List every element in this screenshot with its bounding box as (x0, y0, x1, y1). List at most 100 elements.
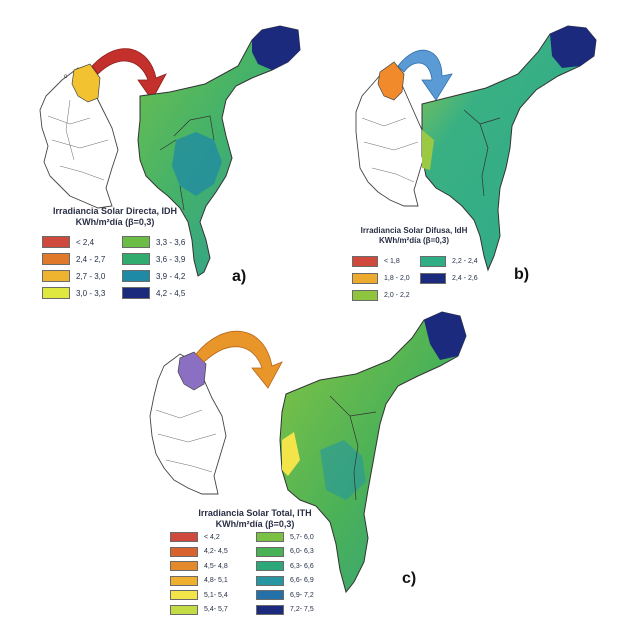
legend-label: 4,8- 5,1 (204, 577, 228, 584)
legend-c-units: KWh/m²día (β=0,3) (215, 519, 295, 529)
legend-a-item: 4,2 - 4,5 (122, 287, 185, 299)
legend-swatch (122, 270, 150, 282)
legend-swatch (352, 273, 378, 284)
legend-a: < 2,4 2,4 - 2,7 2,7 - 3,0 3,0 - 3,3 3,3 - 3,… (42, 236, 202, 306)
arrow-b (397, 49, 453, 101)
panel-c-label: c) (402, 570, 417, 587)
legend-a-item: 3,3 - 3,6 (122, 236, 185, 248)
legend-label: 3,3 - 3,6 (156, 237, 186, 247)
legend-swatch (256, 532, 284, 542)
panel-c: Irradiancia Solar Total, ITH KWh/m²día (… (140, 300, 480, 625)
colombia-outline (149, 353, 227, 495)
legend-a-units: KWh/m²día (β=0,3) (75, 217, 155, 227)
panel-b: Irradiancia Solar Difusa, IdH KWh/m²día … (314, 0, 628, 310)
legend-swatch (256, 561, 284, 571)
legend-swatch (170, 561, 198, 571)
legend-label: 4,2- 4,5 (204, 548, 228, 555)
legend-a-item: < 2,4 (42, 236, 94, 248)
legend-swatch (170, 604, 198, 615)
legend-label: 6,3- 6,6 (290, 562, 314, 570)
legend-label: 2,4 - 2,7 (76, 254, 106, 264)
legend-label: 4,5- 4,8 (204, 562, 228, 570)
legend-c-item: 6,3- 6,6 (256, 561, 314, 571)
legend-b: < 1,8 1,8 - 2,0 2,0 - 2,2 2,2 - 2,4 2,4 - 2,… (352, 256, 502, 306)
legend-swatch (170, 546, 198, 557)
legend-label: 5,4- 5,7 (204, 606, 228, 613)
legend-swatch (256, 546, 284, 557)
panel-a: o Irradiancia Solar Directa, IDH KWh/m²d… (0, 0, 314, 310)
legend-label: 2,2 - 2,4 (452, 258, 478, 265)
highlight-region-b (377, 61, 405, 101)
colombia-outline (355, 67, 427, 207)
legend-c-item: 6,0- 6,3 (256, 546, 314, 557)
svg-text:o: o (64, 74, 68, 80)
legend-b-item: 2,2 - 2,4 (420, 256, 478, 267)
legend-label: 2,4 - 2,6 (452, 275, 478, 282)
legend-a-title: Irradiancia Solar Directa, IDH (52, 206, 178, 216)
legend-swatch (256, 575, 284, 586)
legend-swatch (420, 256, 446, 267)
legend-swatch (122, 236, 150, 248)
legend-swatch (170, 532, 198, 542)
legend-c-title: Irradiancia Solar Total, ITH (198, 508, 312, 518)
legend-label: 3,9 - 4,2 (156, 271, 186, 281)
legend-c-item: 4,8- 5,1 (170, 575, 228, 586)
panel-b-label: b) (514, 266, 530, 283)
legend-label: 1,8 - 2,0 (384, 275, 410, 282)
arrow-c (195, 330, 283, 389)
legend-c-item: < 4,2 (170, 532, 220, 542)
legend-c-item: 5,1- 5,4 (170, 590, 228, 600)
legend-label: 5,7- 6,0 (290, 533, 314, 541)
legend-swatch (352, 256, 378, 267)
legend-swatch (170, 575, 198, 586)
legend-label: 2,7 - 3,0 (76, 271, 106, 281)
legend-label: 2,0 - 2,2 (384, 292, 410, 299)
highlight-region-a (71, 63, 101, 103)
legend-swatch (42, 236, 70, 248)
legend-c-item: 5,7- 6,0 (256, 532, 314, 542)
map-b (355, 25, 597, 272)
legend-swatch (256, 604, 284, 615)
map-a: o (39, 25, 301, 277)
legend-label: 3,6 - 3,9 (156, 254, 186, 264)
legend-b-units: KWh/m²día (β=0,3) (379, 236, 449, 245)
arrow-a (91, 48, 167, 101)
legend-b-item: < 1,8 (352, 256, 400, 267)
legend-c: < 4,2 4,2- 4,5 4,5- 4,8 4,8- 5,1 5,1- 5,4 5,4… (170, 532, 350, 622)
legend-label: 4,2 - 4,5 (156, 288, 186, 298)
legend-swatch (42, 270, 70, 282)
legend-c-item: 6,9- 7,2 (256, 590, 314, 600)
legend-b-item: 1,8 - 2,0 (352, 273, 410, 284)
legend-label: 7,2- 7,5 (290, 606, 314, 613)
legend-label: 6,9- 7,2 (290, 591, 314, 599)
legend-b-title: Irradiancia Solar Difusa, IdH (360, 226, 468, 235)
legend-b-item: 2,0 - 2,2 (352, 290, 410, 301)
legend-label: 3,0 - 3,3 (76, 288, 106, 298)
legend-c-item: 4,5- 4,8 (170, 561, 228, 571)
legend-label: < 2,4 (76, 237, 95, 247)
legend-swatch (420, 273, 446, 284)
zoom-region-a (137, 25, 301, 277)
legend-c-item: 5,4- 5,7 (170, 604, 228, 615)
legend-swatch (42, 287, 70, 299)
legend-swatch (122, 253, 150, 265)
legend-b-item: 2,4 - 2,6 (420, 273, 478, 284)
legend-swatch (256, 590, 284, 600)
legend-swatch (352, 290, 378, 301)
legend-label: < 1,8 (384, 258, 400, 265)
panel-a-label: a) (232, 268, 247, 285)
legend-a-item: 2,7 - 3,0 (42, 270, 105, 282)
legend-a-item: 3,0 - 3,3 (42, 287, 105, 299)
colombia-outline (39, 67, 119, 209)
legend-label: < 4,2 (204, 533, 220, 541)
legend-a-item: 2,4 - 2,7 (42, 253, 105, 265)
legend-swatch (122, 287, 150, 299)
legend-c-item: 7,2- 7,5 (256, 604, 314, 615)
legend-label: 5,1- 5,4 (204, 591, 228, 599)
legend-label: 6,6- 6,9 (290, 577, 314, 584)
legend-c-item: 6,6- 6,9 (256, 575, 314, 586)
legend-c-item: 4,2- 4,5 (170, 546, 228, 557)
legend-swatch (42, 253, 70, 265)
legend-a-item: 3,6 - 3,9 (122, 253, 185, 265)
map-c (149, 311, 467, 594)
